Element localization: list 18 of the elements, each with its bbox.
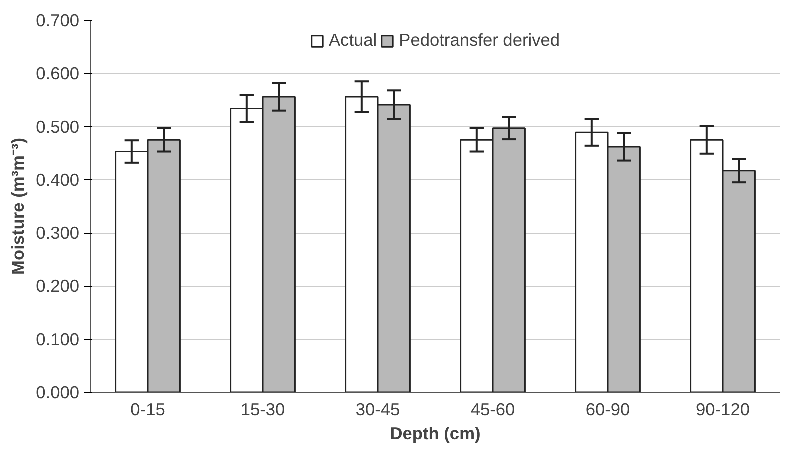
y-axis-title: Moisture (m³m⁻³) [8, 138, 28, 275]
x-tick-label: 45-60 [470, 400, 516, 420]
x-tick-label: 0-15 [130, 400, 166, 420]
y-tick-label: 0.600 [36, 64, 80, 84]
x-tick-label: 60-90 [586, 400, 630, 420]
legend-label: Actual [328, 30, 378, 51]
legend-label: Pedotransfer derived [399, 30, 560, 51]
y-tick-label: 0.400 [36, 170, 80, 190]
y-tick-label: 0.700 [36, 10, 80, 30]
x-tick-label: 30-45 [356, 400, 400, 420]
x-tick-label: 90-120 [696, 400, 750, 420]
y-tick-label: 0.200 [36, 276, 80, 296]
y-tick-label: 0.100 [36, 329, 80, 350]
y-tick-label: 0.300 [36, 223, 80, 244]
x-tick-label: 15-30 [240, 400, 286, 420]
y-tick-label: 0.500 [36, 116, 80, 137]
y-tick-label: 0.000 [36, 382, 80, 402]
x-axis-title: Depth (cm) [390, 424, 481, 444]
